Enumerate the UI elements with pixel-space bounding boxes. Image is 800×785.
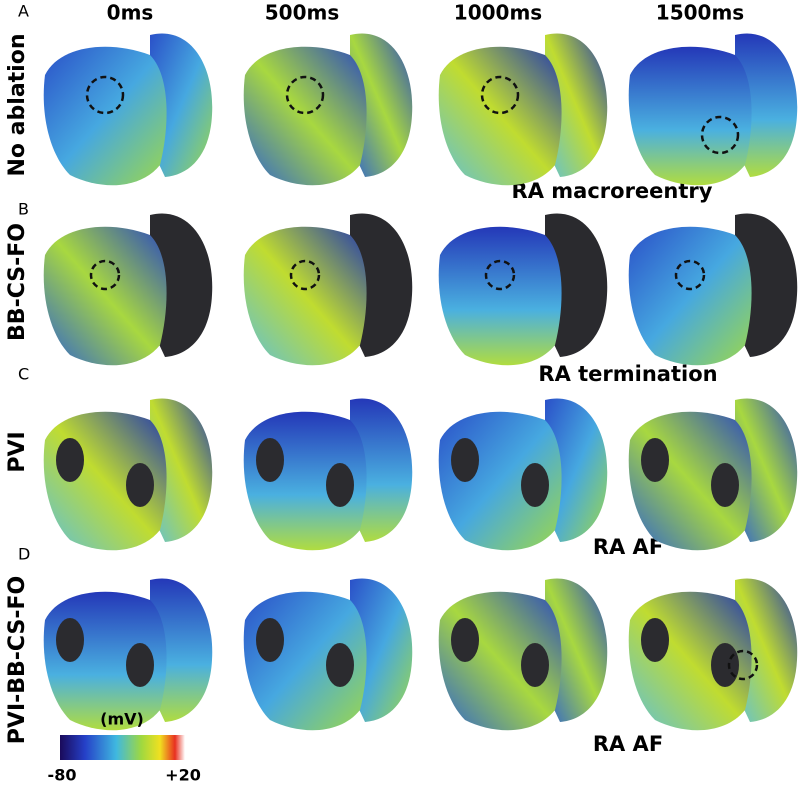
atria-model [438, 578, 608, 731]
right-atrium [150, 213, 213, 357]
right-atrium [545, 33, 608, 177]
reentry-arrow [89, 259, 121, 291]
pv-ablation [256, 618, 284, 662]
panel-caption: RA AF [593, 732, 663, 756]
pv-ablation [326, 643, 354, 687]
pv-ablation [126, 463, 154, 507]
left-atrium [628, 226, 752, 366]
left-atrium [628, 46, 752, 186]
reentry-arrow [727, 649, 759, 681]
panel-caption: RA AF [593, 535, 663, 559]
reentry-arrow [480, 75, 520, 115]
atria-model [628, 578, 798, 731]
pv-ablation [711, 463, 739, 507]
colorbar-min: -80 [48, 766, 77, 785]
column-header: 1000ms [454, 1, 542, 25]
right-atrium [350, 213, 413, 357]
pv-ablation [451, 438, 479, 482]
pv-ablation [126, 643, 154, 687]
right-atrium [350, 398, 413, 542]
reentry-arrow [674, 259, 706, 291]
right-atrium [350, 33, 413, 177]
right-atrium [735, 398, 798, 542]
pv-ablation [56, 438, 84, 482]
atria-model [438, 213, 608, 366]
row-label: No ablation [5, 34, 30, 177]
reentry-arrow [700, 115, 740, 155]
right-atrium [735, 33, 798, 177]
right-atrium [150, 398, 213, 542]
pv-ablation [521, 463, 549, 507]
right-atrium [545, 398, 608, 542]
row-label: BB-CS-FO [5, 223, 30, 341]
atria-model [628, 213, 798, 366]
atria-model [628, 33, 798, 186]
pv-ablation [451, 618, 479, 662]
right-atrium [545, 213, 608, 357]
atria-model [438, 33, 608, 186]
reentry-arrow [285, 75, 325, 115]
column-header: 0ms [107, 1, 154, 25]
right-atrium [735, 213, 798, 357]
right-atrium [545, 578, 608, 722]
panel-letter: C [18, 365, 29, 384]
atria-model [43, 33, 213, 186]
column-header: 500ms [265, 1, 340, 25]
left-atrium [438, 226, 562, 366]
pv-ablation [711, 643, 739, 687]
atria-model [243, 578, 413, 731]
atria-model [43, 578, 213, 731]
atria-model [43, 398, 213, 551]
column-header: 1500ms [656, 1, 744, 25]
panel-caption: RA termination [538, 362, 717, 386]
colorbar-unit: (mV) [100, 710, 144, 729]
pv-ablation [521, 643, 549, 687]
row-label: PVI [5, 431, 30, 472]
atria-model [628, 398, 798, 551]
reentry-arrow [289, 259, 321, 291]
right-atrium [150, 578, 213, 722]
colorbar [60, 735, 185, 760]
pv-ablation [641, 438, 669, 482]
atria-model [243, 398, 413, 551]
left-atrium [43, 46, 167, 186]
atria-model [43, 213, 213, 366]
atria-model [438, 398, 608, 551]
right-atrium [735, 578, 798, 722]
atria-model [243, 33, 413, 186]
right-atrium [350, 578, 413, 722]
pv-ablation [326, 463, 354, 507]
pv-ablation [256, 438, 284, 482]
reentry-arrow [85, 75, 125, 115]
left-atrium [43, 226, 167, 366]
right-atrium [150, 33, 213, 177]
left-atrium [243, 46, 367, 186]
pv-ablation [641, 618, 669, 662]
row-label: PVI-BB-CS-FO [5, 576, 30, 744]
panel-letter: B [18, 200, 29, 219]
pv-ablation [56, 618, 84, 662]
colorbar-max: +20 [165, 766, 201, 785]
panel-letter: D [18, 545, 30, 564]
left-atrium [243, 226, 367, 366]
left-atrium [438, 46, 562, 186]
atria-model [243, 213, 413, 366]
panel-letter: A [18, 2, 29, 21]
reentry-arrow [484, 259, 516, 291]
